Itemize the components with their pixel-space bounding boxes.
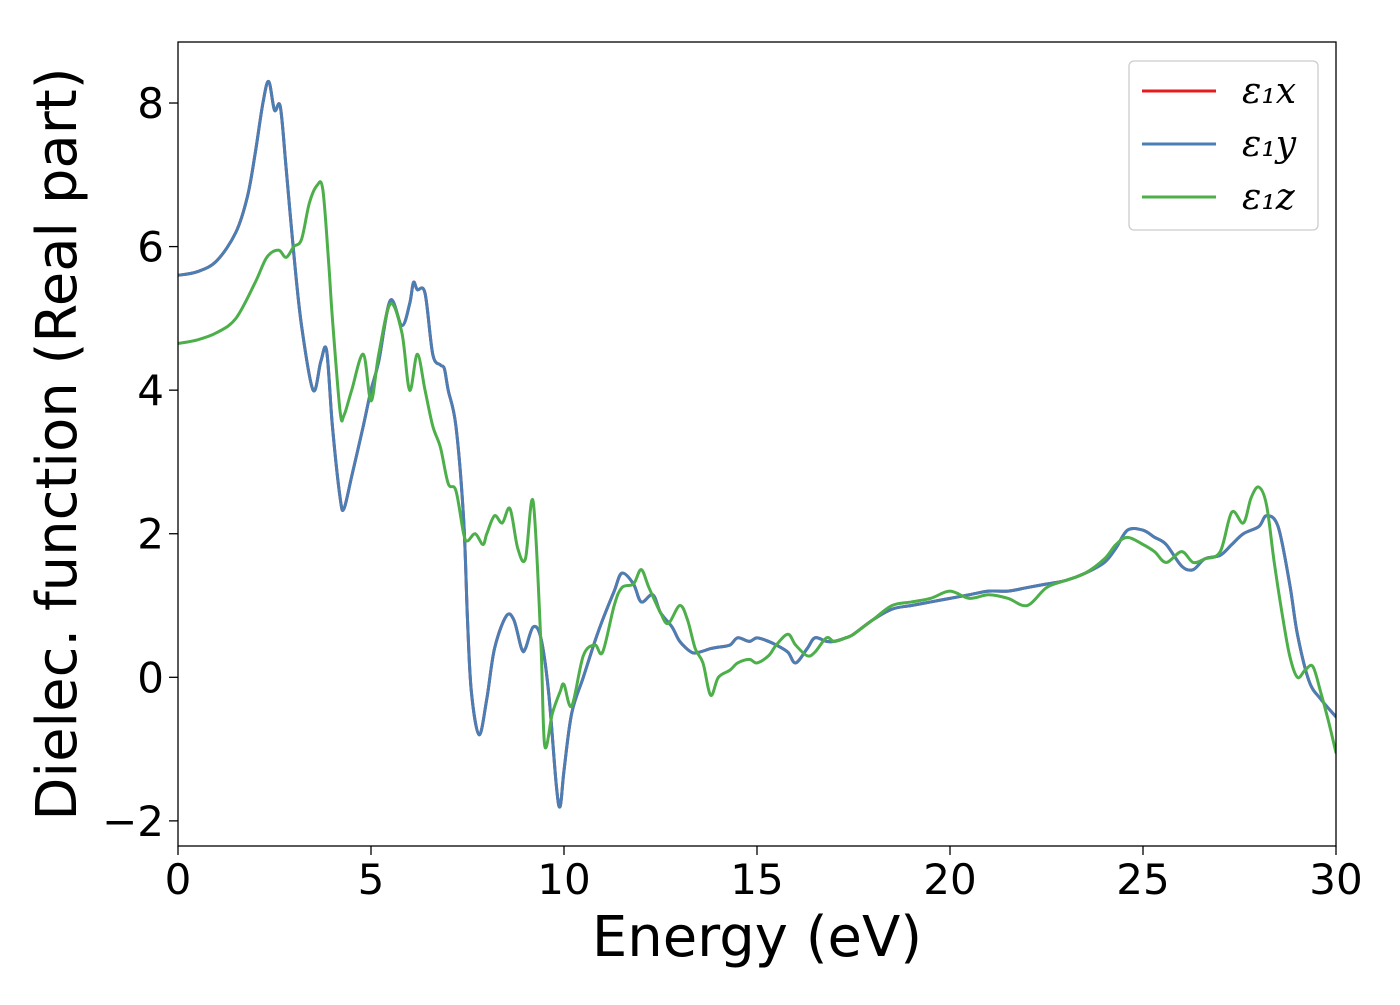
- legend: ε₁x ε₁y ε₁z: [1128, 60, 1319, 231]
- legend-label-2: ε₁y: [1242, 124, 1297, 165]
- x-tick-label: 0: [165, 855, 192, 904]
- legend-label-1: ε₁x: [1242, 71, 1296, 112]
- y-tick-label: 8: [137, 79, 164, 128]
- series-line-2: [178, 79, 1336, 809]
- x-tick-label: 5: [358, 855, 385, 904]
- x-tick-label: 25: [1116, 855, 1169, 904]
- legend-box: [1128, 60, 1319, 231]
- x-tick-label: 20: [923, 855, 976, 904]
- x-tick-label: 15: [730, 855, 783, 904]
- y-axis: −2 0 2 4 6 8: [102, 79, 178, 846]
- y-tick-label: −2: [102, 797, 164, 846]
- y-tick-label: 4: [137, 366, 164, 415]
- series-layer: [178, 79, 1336, 809]
- x-tick-label: 10: [537, 855, 590, 904]
- x-axis: 0 5 10 15 20 25 30: [165, 846, 1363, 904]
- y-tick-label: 2: [137, 510, 164, 559]
- x-tick-label: 30: [1309, 855, 1362, 904]
- y-axis-label: Dielec. function (Real part): [25, 67, 90, 820]
- y-tick-label: 0: [137, 653, 164, 702]
- y-tick-label: 6: [137, 223, 164, 272]
- series-line-3: [178, 180, 1336, 755]
- legend-label-3: ε₁z: [1242, 177, 1296, 218]
- x-axis-label: Energy (eV): [592, 905, 922, 970]
